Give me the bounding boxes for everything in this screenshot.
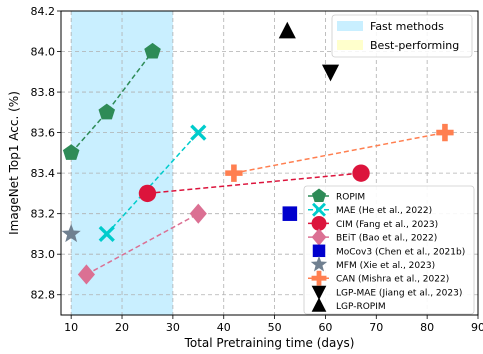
- legend-marker: [310, 255, 328, 272]
- data-point: [436, 123, 454, 142]
- data-point: [190, 124, 207, 141]
- legend-marker: [311, 285, 327, 301]
- y-axis-ticks: 82.8 83.0 83.2 83.4 83.6 83.8 84.0 84.2: [31, 5, 61, 302]
- x-tick-label: 10: [64, 321, 78, 334]
- legend-label: ROPIM: [336, 193, 365, 203]
- series-mocov3: [282, 206, 298, 221]
- legend-item: MFM (Xie et al., 2023): [310, 255, 435, 272]
- series-legend-box: [303, 185, 475, 315]
- legend-item: LGP-MAE (Jiang et al., 2023): [311, 285, 462, 301]
- legend-marker: [311, 215, 327, 231]
- axes-frame: [60, 10, 479, 316]
- x-axis-ticks: 10 20 30 40 50 60 70 80 90: [64, 315, 483, 334]
- series-line: [106, 132, 199, 235]
- legend-marker: [312, 244, 326, 258]
- x-tick-label: 90: [471, 321, 483, 334]
- y-tick-label: 83.6: [31, 127, 56, 140]
- series-cim: [138, 164, 370, 203]
- data-point: [138, 184, 157, 203]
- series-can: [225, 123, 454, 182]
- series-lgp-ropim: [278, 21, 296, 39]
- data-point: [62, 144, 80, 160]
- legend-marker: [311, 188, 327, 203]
- data-point: [98, 103, 116, 120]
- x-axis-label: Total Pretraining time (days): [184, 336, 355, 350]
- series-lgp-mae: [321, 64, 340, 82]
- legend-label: MoCov3 (Chen et al., 2021b): [336, 247, 465, 257]
- legend-label: CIM (Fang et al., 2023): [336, 220, 438, 230]
- y-tick-label: 84.2: [31, 5, 56, 18]
- x-tick-label: 20: [115, 321, 129, 334]
- legend-marker: [311, 270, 327, 286]
- legend-swatch-best: [337, 40, 363, 50]
- x-tick-label: 70: [369, 321, 383, 334]
- y-tick-label: 83.4: [31, 167, 56, 180]
- data-point: [144, 42, 161, 59]
- data-point: [225, 164, 243, 182]
- series-line: [86, 213, 199, 276]
- y-tick-label: 83.0: [31, 248, 56, 261]
- legend-label: CAN (Mishra et al., 2022): [336, 275, 449, 285]
- data-point: [98, 225, 115, 243]
- legend-item: LGP-ROPIM: [311, 297, 386, 312]
- legend-marker: [311, 228, 327, 246]
- legend-item: MAE (He et al., 2022): [308, 202, 432, 217]
- x-tick-label: 30: [166, 321, 180, 334]
- legend-swatch-fast: [337, 21, 363, 31]
- series-line: [233, 131, 446, 174]
- series-line: [70, 51, 154, 154]
- y-tick-label: 83.8: [31, 86, 56, 99]
- legend-label: MAE (He et al., 2022): [336, 206, 432, 216]
- series-mfm: [61, 223, 81, 243]
- series-legend: ROPIM MAE (He et al., 2022) CIM (Fang et a…: [303, 185, 475, 315]
- legend-item: ROPIM: [308, 188, 365, 203]
- legend-label: LGP-ROPIM: [336, 302, 386, 312]
- data-point: [282, 206, 298, 221]
- legend-item: MoCov3 (Chen et al., 2021b): [312, 244, 465, 258]
- x-tick-label: 80: [420, 321, 434, 334]
- series-ropim: [62, 42, 161, 160]
- data-point: [61, 223, 81, 243]
- data-point: [278, 21, 296, 39]
- data-point: [321, 64, 340, 82]
- legend-label: MFM (Xie et al., 2023): [336, 261, 435, 271]
- series-mae: [98, 124, 207, 243]
- legend-label: BEiT (Bao et al., 2022): [336, 234, 437, 244]
- legend-label: LGP-MAE (Jiang et al., 2023): [336, 288, 462, 298]
- legend-item: BEiT (Bao et al., 2022): [308, 228, 437, 246]
- region-legend: Fast methods Best-performing: [331, 14, 473, 58]
- y-tick-label: 82.8: [31, 289, 56, 302]
- region-legend-box: [331, 14, 473, 58]
- y-tick-label: 84.0: [31, 46, 56, 59]
- data-point: [189, 203, 207, 224]
- legend-marker: [312, 202, 326, 217]
- legend-item: CIM (Fang et al., 2023): [308, 215, 438, 231]
- series-group: [61, 21, 454, 285]
- plot-frame: [60, 10, 479, 316]
- legend-label-fast: Fast methods: [370, 20, 444, 33]
- x-tick-label: 60: [318, 321, 332, 334]
- y-axis-label: ImageNet Top1 Acc. (%): [7, 91, 21, 235]
- legend-item: CAN (Mishra et al., 2022): [308, 270, 449, 286]
- legend-marker: [311, 297, 327, 312]
- x-tick-label: 40: [217, 321, 231, 334]
- series-beit: [77, 203, 207, 285]
- legend-label-best: Best-performing: [370, 39, 459, 52]
- y-tick-label: 83.2: [31, 208, 56, 221]
- data-point: [352, 164, 370, 182]
- series-line: [147, 172, 362, 195]
- x-tick-label: 50: [268, 321, 282, 334]
- data-point: [77, 264, 95, 285]
